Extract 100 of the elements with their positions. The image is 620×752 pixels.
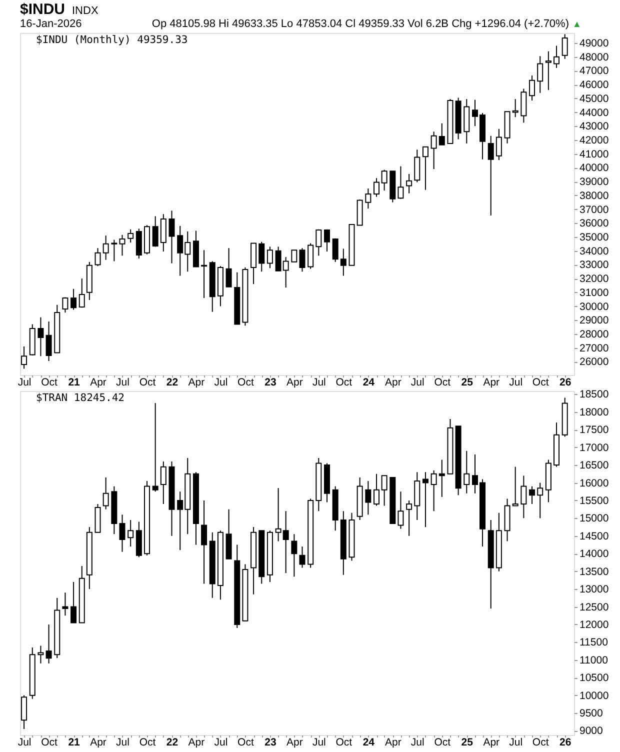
x-tick-label: 22 [166, 376, 178, 388]
candlestick [258, 241, 265, 272]
candlestick [152, 402, 158, 492]
candlestick [128, 519, 134, 548]
candlestick [374, 473, 380, 506]
x-tick-label: Oct [532, 736, 549, 748]
candlestick [332, 238, 338, 262]
y-tick-label: 10000 [580, 690, 609, 702]
candlestick [496, 128, 502, 161]
x-tick-label: 24 [362, 376, 375, 388]
candlestick [340, 248, 346, 276]
candlestick [438, 459, 445, 498]
y-tick-label: 36000 [580, 218, 609, 230]
x-tick-label: Oct [434, 736, 451, 748]
candlestick [365, 480, 372, 516]
x-tick-label: Oct [336, 376, 352, 388]
candlestick [545, 50, 552, 91]
x-tick-label: Jul [410, 376, 424, 388]
x-tick-label: Apr [286, 736, 304, 748]
candlestick [438, 122, 445, 146]
x-tick-label: Oct [139, 736, 156, 748]
x-tick-label: Apr [483, 376, 500, 388]
candlestick [406, 500, 412, 536]
candlestick [94, 248, 101, 267]
candlestick [152, 216, 158, 248]
candlestick [398, 491, 404, 530]
candlestick [102, 476, 109, 510]
y-tick-label: 31000 [580, 286, 609, 299]
candlestick [102, 235, 109, 260]
x-tick-label: 21 [68, 376, 80, 388]
x-tick-label: Jul [312, 376, 326, 388]
text: INDX [72, 5, 99, 17]
candlestick [62, 592, 68, 616]
x-tick-label: Oct [41, 376, 58, 388]
y-tick-label: 38000 [580, 190, 609, 202]
y-tick-label: 17000 [580, 442, 609, 454]
candlestick [201, 250, 208, 298]
y-tick-label: 45000 [580, 92, 609, 105]
candlestick [512, 98, 518, 118]
chart-title: $TRAN 18245.42 [36, 392, 125, 404]
y-tick-label: 47000 [580, 65, 609, 78]
x-tick-label: Apr [188, 736, 206, 748]
candlestick [520, 475, 527, 519]
candlestick [529, 486, 536, 505]
y-tick-label: 11000 [580, 654, 608, 666]
x-tick-label: Apr [90, 376, 107, 388]
y-tick-label: 41000 [580, 148, 609, 160]
candlestick [62, 296, 68, 314]
x-tick-label: Jul [509, 376, 523, 388]
x-tick-label: Oct [532, 376, 549, 388]
candlestick [38, 316, 44, 357]
x-tick-label: Oct [41, 736, 58, 748]
candlestick [430, 470, 437, 512]
candlestick [226, 248, 232, 288]
y-tick-label: 16500 [580, 460, 609, 472]
candlestick [136, 228, 142, 259]
candlestick [160, 214, 166, 252]
candlestick [299, 546, 306, 568]
y-tick-label: 30000 [580, 300, 609, 313]
candlestick [316, 228, 322, 256]
candlestick [406, 173, 412, 194]
candlestick [422, 472, 428, 528]
candlestick [554, 45, 560, 68]
candlestick [160, 461, 166, 505]
y-tick-label: 43000 [580, 120, 609, 133]
candlestick [512, 466, 518, 506]
candlestick [291, 250, 298, 262]
y-tick-label: 26000 [580, 356, 609, 368]
candlestick [529, 75, 536, 101]
x-tick-label: Jul [116, 376, 130, 388]
y-tick-label: 15000 [580, 512, 609, 525]
candlestick [430, 131, 437, 170]
y-tick-label: 16000 [580, 477, 609, 490]
y-tick-label: 32000 [580, 273, 609, 286]
candlestick [128, 228, 134, 244]
y-tick-label: 49000 [580, 37, 609, 50]
y-tick-label: 9500 [580, 708, 604, 720]
x-tick-label: 22 [166, 736, 178, 748]
x-tick-label: Jul [312, 736, 326, 748]
x-tick-label: 25 [461, 376, 474, 388]
y-tick-label: 29000 [580, 314, 609, 327]
candlestick [201, 500, 208, 584]
y-tick-label: 37000 [580, 204, 609, 216]
y-tick-label: 9000 [580, 725, 604, 738]
y-tick-label: 12000 [580, 618, 609, 631]
x-tick-label: Apr [384, 736, 402, 748]
x-tick-label: Oct [139, 376, 156, 388]
candlestick [381, 475, 388, 506]
text: 16-Jan-2026 [20, 18, 82, 30]
x-tick-label: Jul [18, 376, 32, 388]
candlestick [324, 228, 330, 252]
x-tick-label: Jul [116, 736, 130, 748]
candlestick [21, 694, 28, 730]
x-tick-label: 24 [362, 736, 375, 748]
x-tick-label: Oct [238, 736, 254, 748]
candlestick [46, 624, 52, 664]
x-tick-label: Apr [286, 376, 304, 388]
x-tick-label: Jul [214, 376, 228, 388]
candlestick [537, 56, 544, 94]
x-tick-label: Jul [18, 736, 32, 748]
